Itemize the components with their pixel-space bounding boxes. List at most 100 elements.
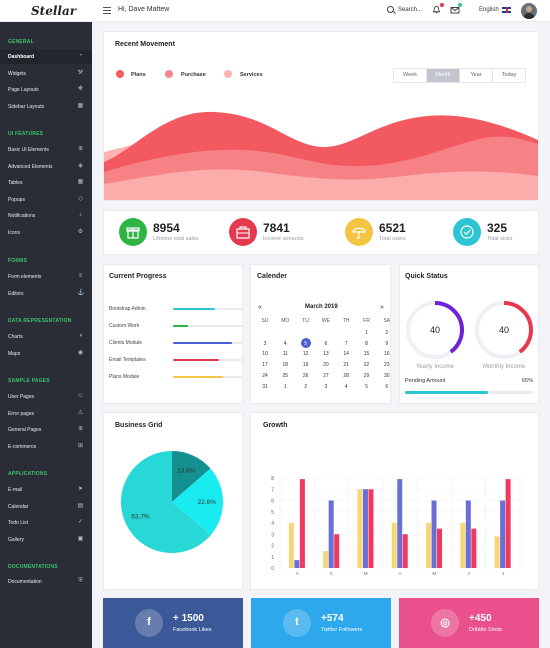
footer-card-twitter[interactable]: t +574 Twitter Followers: [251, 598, 391, 648]
footer-card-facebook[interactable]: f + 1500 Facebook Likes: [103, 598, 243, 648]
sidebar-item-calendar[interactable]: Calendar ▤: [0, 500, 92, 514]
calendar-day[interactable]: 31: [262, 383, 268, 390]
sidebar-item-icons[interactable]: Icons ⚙: [0, 226, 92, 240]
calendar-day[interactable]: 2: [385, 330, 389, 336]
calendar-next-button[interactable]: »: [380, 304, 384, 311]
calendar-day[interactable]: 17: [262, 362, 268, 369]
sidebar-item-notifications[interactable]: Notifications ♪: [0, 209, 92, 223]
calendar-day[interactable]: 9: [385, 340, 389, 347]
sidebar-item-form-elements[interactable]: Form elements ≡: [0, 270, 92, 284]
calendar-day[interactable]: 5: [304, 340, 307, 347]
language-selector[interactable]: English: [479, 7, 499, 13]
current-progress-card: [103, 264, 243, 404]
calendar-day[interactable]: 2: [304, 383, 307, 390]
diamond-icon: ◇: [78, 195, 83, 202]
list-icon: ≡: [78, 273, 83, 279]
calendar-day[interactable]: 3: [263, 340, 267, 347]
calendar-day[interactable]: 5: [365, 383, 368, 390]
calendar-day[interactable]: 14: [343, 351, 349, 358]
calendar-day[interactable]: 15: [363, 351, 370, 358]
sidebar-item-label: Advanced Elements: [8, 163, 53, 170]
sidebar-item-tables[interactable]: Tables ▦: [0, 176, 92, 190]
footer-card-label: Twitter Followers: [321, 627, 363, 633]
calendar-day[interactable]: 10: [262, 351, 268, 358]
sidebar-item-label: Gallery: [8, 536, 24, 543]
notification-bell-icon[interactable]: [432, 5, 441, 15]
calendar-day[interactable]: 11: [282, 351, 288, 358]
sidebar-item-sidebar-layouts[interactable]: Sidebar Layouts ▦: [0, 100, 92, 114]
sidebar-item-dashboard[interactable]: Dashboard ◔: [0, 50, 92, 64]
sidebar-item-general-pages[interactable]: General Pages ⊕: [0, 423, 92, 437]
pie-slice-income: [172, 451, 211, 502]
briefcase-icon: [229, 218, 257, 246]
period-tabs: Week Month Year Today: [393, 68, 526, 83]
calendar-day[interactable]: 26: [302, 372, 309, 379]
calendar-day[interactable]: 21: [343, 362, 349, 369]
calendar-weekday: SU: [261, 318, 269, 324]
progress-fill: [173, 359, 219, 361]
anchor-icon: ⚓: [77, 289, 85, 296]
sidebar-item-advanced-elements[interactable]: Advanced Elements ◈: [0, 160, 92, 174]
tab-week[interactable]: Week: [394, 69, 427, 82]
gift-icon: [119, 218, 147, 246]
tab-year[interactable]: Year: [460, 69, 493, 82]
sidebar-item-popups[interactable]: Popups ◇: [0, 193, 92, 207]
app-logo[interactable]: Stellar: [31, 4, 77, 18]
calendar-day[interactable]: 16: [384, 351, 390, 358]
sidebar-item-basic-ui-elements[interactable]: Basic UI Elements ⊕: [0, 143, 92, 157]
calendar-day[interactable]: 27: [323, 372, 329, 379]
calendar-day[interactable]: 19: [302, 362, 309, 369]
sidebar-item-maps[interactable]: Maps ◉: [0, 347, 92, 361]
menu-icon[interactable]: [103, 7, 111, 14]
calendar-day[interactable]: 4: [283, 340, 287, 347]
sidebar-item-widgets[interactable]: Widgets ⚒: [0, 67, 92, 81]
sidebar-item-page-layouts[interactable]: Page Layouts ✥: [0, 83, 92, 97]
sidebar-item-label: E-mail: [8, 487, 23, 493]
calendar-day[interactable]: 25: [282, 372, 289, 379]
calendar-prev-button[interactable]: «: [258, 304, 262, 311]
calendar-day[interactable]: 29: [363, 372, 370, 379]
calendar-day[interactable]: 1: [365, 330, 368, 336]
sidebar-item-editors[interactable]: Editors ⚓: [0, 287, 92, 301]
calendar-day[interactable]: 3: [324, 383, 328, 390]
tab-today[interactable]: Today: [501, 72, 517, 78]
growth-bar-outcome: [431, 500, 437, 568]
sidebar-item-label: General Pages: [8, 427, 42, 434]
search-input[interactable]: Search...: [398, 7, 423, 13]
footer-card-label: Dribble Shots: [469, 627, 503, 633]
calendar-day[interactable]: 8: [365, 340, 368, 347]
user-icon: ☺: [77, 393, 84, 399]
search-icon[interactable]: [387, 6, 394, 13]
sidebar-item-e-commerce[interactable]: E-commerce ⊞: [0, 440, 92, 454]
sidebar-item-error-pages[interactable]: Error pages ⚠: [0, 407, 92, 421]
calendar-day[interactable]: 24: [262, 372, 268, 379]
calendar-day[interactable]: 28: [343, 372, 349, 379]
sidebar-item-user-pages[interactable]: User Pages ☺: [0, 390, 92, 404]
sidebar-item-todo-list[interactable]: Todo List ✓: [0, 516, 92, 530]
calendar-day[interactable]: 30: [384, 372, 390, 379]
uk-flag-icon[interactable]: [502, 7, 511, 13]
calendar-day[interactable]: 1: [283, 383, 287, 390]
user-avatar[interactable]: [521, 3, 537, 19]
sidebar-item-gallery[interactable]: Gallery ▣: [0, 533, 92, 547]
business-grid-pie-chart: 13.6% 22.6% 63.7%: [121, 451, 223, 553]
mail-icon[interactable]: [450, 5, 460, 15]
calendar-day[interactable]: 18: [282, 362, 289, 369]
calendar-day[interactable]: 6: [324, 340, 328, 347]
calendar-day[interactable]: 20: [323, 362, 329, 369]
calendar-day[interactable]: 13: [323, 351, 329, 358]
calendar-day[interactable]: 6: [385, 383, 389, 390]
pin-icon: ◉: [77, 349, 84, 356]
sidebar-item-documentation[interactable]: Documentation ⛨: [0, 575, 92, 589]
sidebar-item-e-mail[interactable]: E-mail ➤: [0, 483, 92, 497]
calendar-day[interactable]: 7: [344, 340, 348, 347]
calendar-day[interactable]: 12: [302, 351, 309, 358]
calendar-day[interactable]: 4: [344, 383, 348, 390]
legend-services-label: Services: [240, 72, 263, 78]
calendar-day[interactable]: 22: [363, 362, 370, 369]
tab-month[interactable]: Month: [427, 69, 460, 82]
sidebar-item-charts[interactable]: Charts ◑: [0, 330, 92, 344]
footer-card-dribbble[interactable]: ◎ +450 Dribble Shots: [399, 598, 539, 648]
pending-amount-label: Pending Amount: [405, 378, 446, 384]
calendar-day[interactable]: 23: [384, 362, 390, 369]
